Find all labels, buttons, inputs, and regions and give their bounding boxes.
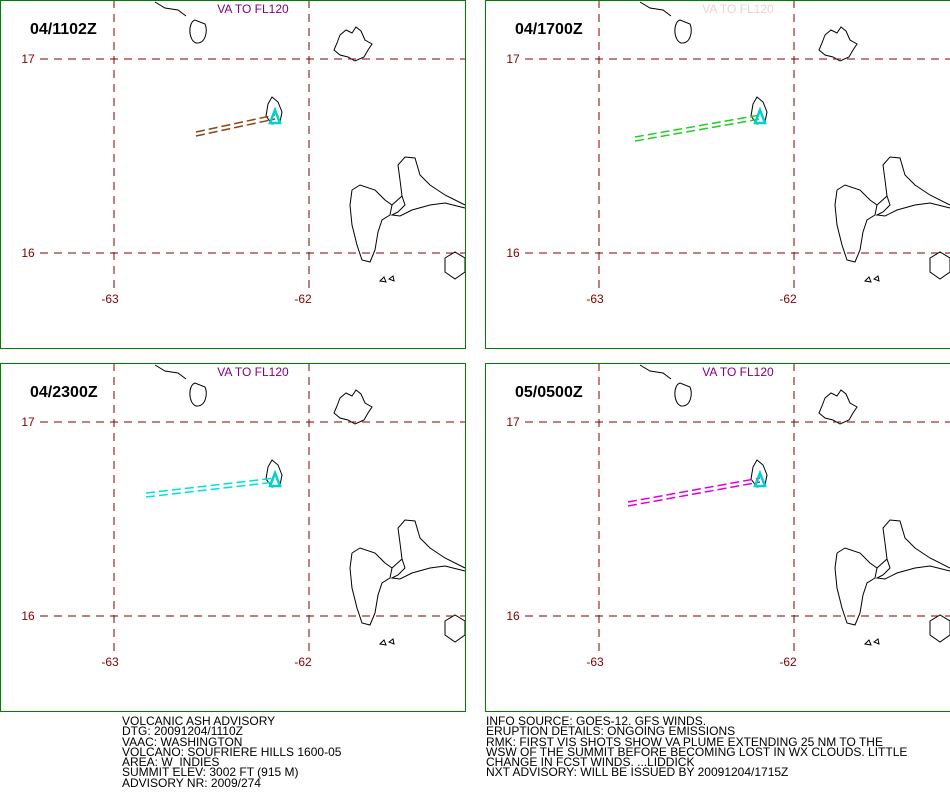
panel-border	[485, 363, 950, 712]
ash-plume	[634, 118, 761, 142]
latitude-label: 17	[506, 52, 520, 66]
longitude-label: -63	[586, 292, 604, 306]
advisory-text: VOLCANIC ASH ADVISORY DTG: 20091204/1110Z…	[122, 714, 342, 790]
coastline	[639, 364, 950, 646]
advisory-line: NXT ADVISORY: WILL BE ISSUED BY 20091204…	[486, 765, 789, 780]
map-content	[525, 0, 950, 290]
ash-plume	[634, 114, 761, 138]
valid-time: 04/2300Z	[30, 384, 98, 401]
ash-plume	[145, 477, 276, 494]
longitude-label: -63	[101, 655, 119, 669]
latitude-label: 17	[21, 52, 35, 66]
map-panel: 05/0500Z VA TO FL120 17 16 -63 -62	[485, 363, 950, 712]
ash-plume	[195, 114, 276, 133]
longitude-label: -62	[779, 655, 797, 669]
panel-border	[485, 0, 950, 349]
map-panel: 04/1700Z VA TO FL120 17 16 -63 -62	[485, 0, 950, 349]
longitude-label: -62	[294, 292, 312, 306]
longitude-label: -63	[101, 292, 119, 306]
latitude-label: 16	[21, 246, 35, 260]
map-content	[40, 363, 466, 653]
flight-level: VA TO FL120	[217, 365, 289, 379]
longitude-label: -62	[294, 655, 312, 669]
advisory-line: AREA: W_INDIES	[122, 755, 220, 770]
map-content	[525, 363, 950, 653]
ash-plume	[195, 118, 276, 137]
latitude-label: 16	[506, 246, 520, 260]
advisory-line: DTG: 20091204/1110Z	[122, 724, 243, 739]
advisory-line: ADVISORY NR: 2009/274	[122, 775, 261, 790]
advisory-line: ERUPTION DETAILS: ONGOING EMISSIONS	[486, 724, 736, 739]
valid-time: 04/1102Z	[30, 21, 97, 38]
volcano	[268, 469, 282, 488]
advisory-line: INFO SOURCE: GOES-12. GFS WINDS.	[486, 714, 707, 728]
advisory-line: RMK: FIRST VIS SHOTS SHOW VA PLUME EXTEN…	[486, 734, 883, 749]
ash-plume	[627, 481, 761, 507]
valid-time: 04/1700Z	[515, 21, 583, 38]
latitude-label: 16	[506, 609, 520, 623]
panel-border	[0, 363, 466, 712]
latitude-label: 17	[21, 415, 35, 429]
latitude-label: 17	[506, 415, 520, 429]
coastline	[154, 364, 466, 646]
valid-time: 05/0500Z	[515, 384, 583, 401]
advisory-text: INFO SOURCE: GOES-12. GFS WINDS. ERUPTION…	[486, 714, 908, 780]
ash-plume	[145, 481, 276, 498]
map-panel: 04/2300Z VA TO FL120 17 16 -63 -62	[0, 363, 466, 712]
advisory-line: WSW OF THE SUMMIT BEFORE BECOMING LOST I…	[486, 744, 908, 759]
advisory-line: VAAC: WASHINGTON	[122, 734, 243, 749]
volcano	[268, 106, 282, 125]
advisory-line: VOLCANIC ASH ADVISORY	[122, 714, 276, 728]
panel-border	[0, 0, 466, 349]
volcano	[753, 469, 767, 488]
coastline	[154, 1, 466, 283]
longitude-label: -62	[779, 292, 797, 306]
ash-plume	[627, 477, 761, 503]
advisory-line: SUMMIT ELEV: 3002 FT (915 M)	[122, 765, 299, 780]
longitude-label: -63	[586, 655, 604, 669]
flight-level: VA TO FL120	[702, 2, 774, 16]
flight-level: VA TO FL120	[217, 2, 289, 16]
volcano	[753, 106, 767, 125]
advisory-line: VOLCANO: SOUFRIERE HILLS 1600-05	[122, 744, 342, 759]
latitude-label: 16	[21, 609, 35, 623]
map-panel: 04/1102Z VA TO FL120 17 16 -63 -62	[0, 0, 466, 349]
coastline	[639, 1, 950, 283]
flight-level: VA TO FL120	[702, 365, 774, 379]
advisory-line: CHANGE IN FCST WINDS. ...LIDDICK	[486, 755, 695, 770]
map-content	[40, 0, 466, 290]
